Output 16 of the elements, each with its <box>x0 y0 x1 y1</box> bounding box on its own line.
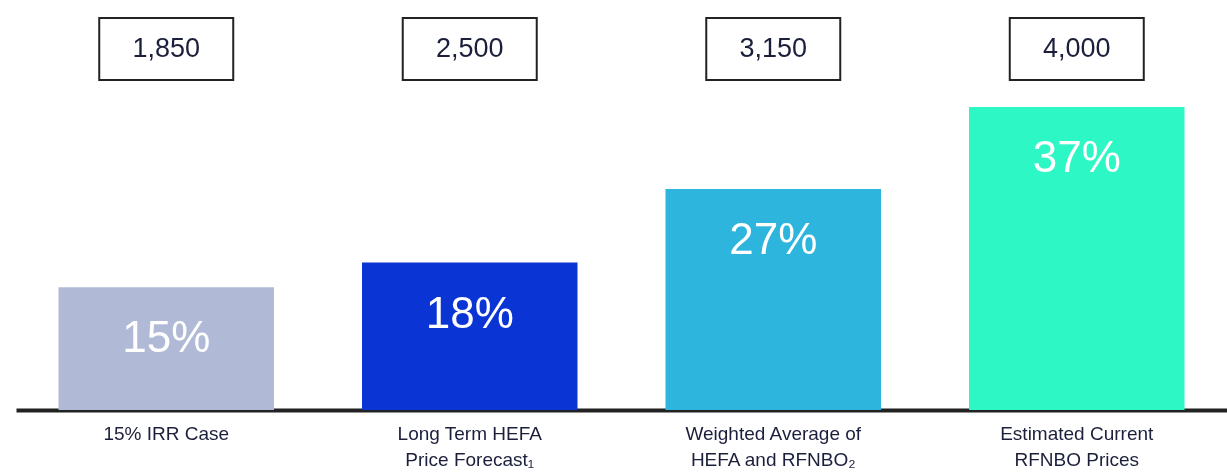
text: 2,500 <box>435 33 504 63</box>
data-label: 37% <box>1032 132 1121 181</box>
bar <box>58 287 274 410</box>
bar <box>665 188 881 410</box>
text: 1,850 <box>132 33 201 63</box>
text: 4,000 <box>1042 33 1111 63</box>
data-label: 27% <box>729 213 818 263</box>
x-tick-label: Weighted Average of HEFA and RFNBO₂ <box>685 422 862 470</box>
x-tick-label: 15% IRR Case <box>103 422 230 444</box>
x-tick-label: Long Term HEFA Price Forecast₁ <box>397 422 543 470</box>
bar <box>969 107 1185 410</box>
data-label: 18% <box>425 287 514 337</box>
bar <box>362 262 578 410</box>
x-tick-label: Estimated Current RFNBO Prices <box>1000 422 1155 470</box>
data-label: 15% <box>122 312 211 362</box>
text: 3,150 <box>739 33 808 63</box>
